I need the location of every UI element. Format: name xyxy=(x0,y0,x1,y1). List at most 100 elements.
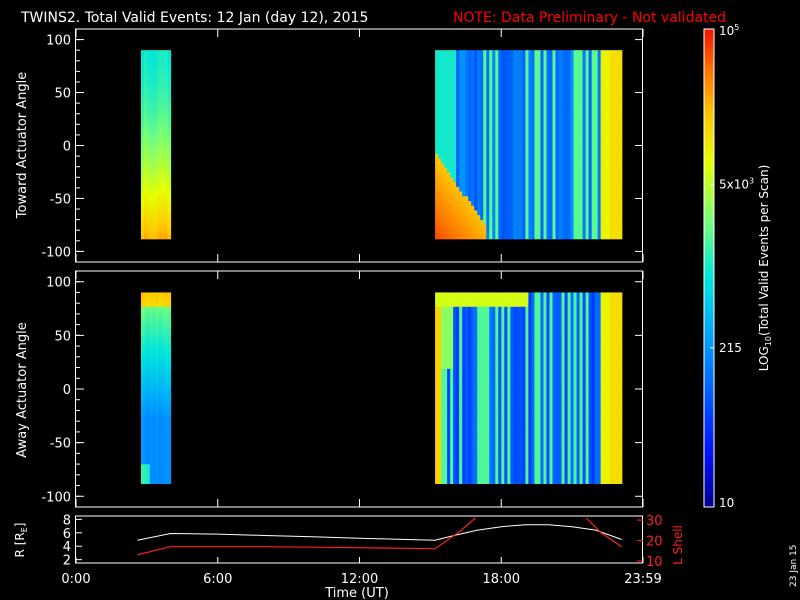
heatmap-cell xyxy=(161,196,166,202)
heatmap-cell xyxy=(588,78,593,84)
heatmap-cell xyxy=(152,473,157,480)
heatmap-cell xyxy=(447,210,451,216)
heatmap-cell xyxy=(558,407,563,413)
heatmap-cell xyxy=(158,311,163,317)
heatmap-cell xyxy=(161,163,166,169)
heatmap-cell xyxy=(576,64,581,70)
heatmap-cell xyxy=(618,186,623,193)
heatmap-cell xyxy=(600,196,605,202)
heatmap-cell xyxy=(167,292,172,298)
heatmap-cell xyxy=(450,139,454,146)
heatmap-cell xyxy=(531,373,536,379)
heatmap-cell xyxy=(456,311,460,317)
heatmap-cell xyxy=(146,368,151,375)
heatmap-cell xyxy=(597,153,602,160)
heatmap-cell xyxy=(576,144,581,150)
heatmap-cell xyxy=(528,139,533,146)
heatmap-cell xyxy=(438,87,442,94)
heatmap-cell xyxy=(143,473,148,480)
heatmap-cell xyxy=(456,364,460,370)
heatmap-cell xyxy=(525,182,530,188)
heatmap-cell xyxy=(450,478,454,484)
heatmap-cell xyxy=(468,325,472,332)
heatmap-cell xyxy=(155,210,160,216)
heatmap-cell xyxy=(552,421,557,427)
heatmap-cell xyxy=(570,205,575,212)
heatmap-cell xyxy=(495,186,499,193)
heatmap-cell xyxy=(510,201,514,207)
heatmap-cell xyxy=(164,163,169,169)
heatmap-cell xyxy=(149,135,154,141)
heatmap-cell xyxy=(483,397,487,403)
heatmap-cell xyxy=(450,168,454,174)
heatmap-cell xyxy=(546,158,551,164)
heatmap-cell xyxy=(501,430,505,437)
heatmap-cell xyxy=(564,97,569,103)
heatmap-cell xyxy=(531,440,536,446)
heatmap-cell xyxy=(465,316,469,322)
heatmap-cell xyxy=(555,335,560,341)
heatmap-cell xyxy=(468,430,472,437)
heatmap-cell xyxy=(146,421,151,427)
heatmap-cell xyxy=(609,186,614,193)
heatmap-cell xyxy=(480,116,484,122)
heatmap-cell xyxy=(456,473,460,480)
heatmap-cell xyxy=(164,111,169,117)
heatmap-cell xyxy=(498,125,502,131)
heatmap-cell xyxy=(552,69,557,75)
heatmap-cell xyxy=(468,473,472,480)
heatmap-cell xyxy=(525,330,530,337)
heatmap-cell xyxy=(615,130,620,136)
heatmap-cell xyxy=(152,106,157,113)
heatmap-cell xyxy=(579,224,584,230)
heatmap-cell xyxy=(555,210,560,216)
heatmap-cell xyxy=(537,392,542,399)
heatmap-cell xyxy=(507,191,511,197)
heatmap-cell xyxy=(612,116,617,122)
heatmap-cell xyxy=(456,177,460,183)
heatmap-cell xyxy=(474,186,478,193)
heatmap-cell xyxy=(603,59,608,65)
heatmap-cell xyxy=(561,130,566,136)
heatmap-cell xyxy=(465,73,469,80)
heatmap-cell xyxy=(534,182,539,188)
heatmap-cell xyxy=(528,421,533,427)
heatmap-cell xyxy=(498,158,502,164)
heatmap-cell xyxy=(495,359,499,365)
heatmap-cell xyxy=(498,69,502,75)
heatmap-cell xyxy=(441,215,445,221)
heatmap-cell xyxy=(558,321,563,327)
heatmap-cell xyxy=(477,445,481,451)
heatmap-cell xyxy=(591,78,596,84)
heatmap-cell xyxy=(591,64,596,70)
heatmap-cell xyxy=(453,135,457,141)
heatmap-cell xyxy=(609,201,614,207)
heatmap-cell xyxy=(525,106,530,113)
heatmap-cell xyxy=(552,459,557,465)
heatmap-cell xyxy=(558,111,563,117)
heatmap-cell xyxy=(591,172,596,179)
heatmap-cell xyxy=(468,297,472,303)
heatmap-cell xyxy=(573,219,578,226)
heatmap-cell xyxy=(155,50,160,56)
heatmap-cell xyxy=(522,153,527,160)
heatmap-cell xyxy=(152,215,157,221)
heatmap-cell xyxy=(519,392,523,399)
heatmap-cell xyxy=(525,426,530,432)
heatmap-cell xyxy=(603,172,608,179)
heatmap-cell xyxy=(474,172,478,179)
heatmap-cell xyxy=(435,224,439,230)
heatmap-cell xyxy=(155,464,160,470)
heatmap-cell xyxy=(164,229,169,235)
heatmap-cell xyxy=(483,478,487,484)
heatmap-cell xyxy=(453,325,457,332)
heatmap-cell xyxy=(468,215,472,221)
heatmap-cell xyxy=(552,111,557,117)
heatmap-cell xyxy=(438,163,442,169)
heatmap-cell xyxy=(471,102,475,108)
heatmap-cell xyxy=(435,430,439,437)
heatmap-cell xyxy=(486,219,490,226)
heatmap-cell xyxy=(573,182,578,188)
heatmap-cell xyxy=(546,186,551,193)
heatmap-cell xyxy=(152,302,157,308)
